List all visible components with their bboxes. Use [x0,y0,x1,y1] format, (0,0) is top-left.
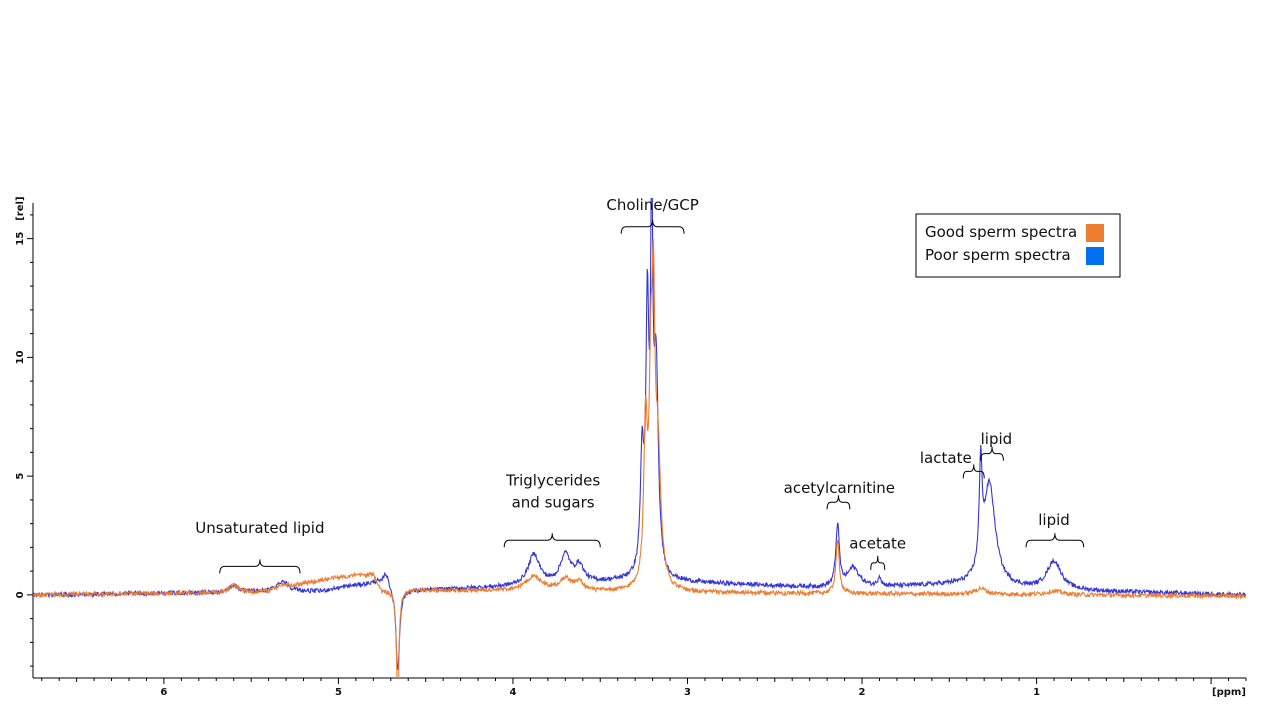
y-tick-label: 5 [15,473,26,480]
annotation-label: Choline/GCP [606,196,698,214]
annotation-label: acetate [849,535,906,553]
annotation-brace [826,495,851,510]
x-axis-label: [ppm] [1212,687,1246,698]
annotation-label: and sugars [512,494,595,512]
x-tick-label: 1 [1033,687,1040,698]
annotation-label: lipid [1038,511,1070,529]
annotation-label: lactate [920,449,972,467]
annotation-brace [870,555,886,570]
annotation-label: acetylcarnitine [784,479,895,497]
y-axis-label: [rel] [15,196,26,220]
x-tick-label: 4 [509,687,516,698]
x-tick-label: 2 [859,687,866,698]
annotation-label: lipid [981,430,1013,448]
annotations: Unsaturated lipid Triglycerides and sugars… [195,196,1085,574]
legend-label-poor: Poor sperm spectra [925,246,1071,264]
annotation-brace [1025,533,1085,548]
annotation-brace [980,446,1004,461]
y-tick-label: 10 [15,350,26,364]
y-tick-label: 0 [15,591,26,598]
x-tick-label: 6 [160,687,167,698]
annotation-label: Triglycerides [505,472,600,490]
x-tick-label: 3 [684,687,691,698]
series-layer [33,198,1246,678]
annotation-brace [219,559,301,574]
annotation-label: Unsaturated lipid [195,519,324,537]
x-tick-label: 5 [335,687,342,698]
axes: 0 5 10 15 [rel] 6 5 4 3 2 1 [ppm] [15,196,1247,698]
legend-swatch-good [1086,224,1104,242]
y-tick-label: 15 [15,232,26,246]
legend-swatch-poor [1086,247,1104,265]
annotation-brace [962,464,985,479]
legend-label-good: Good sperm spectra [925,223,1077,241]
series-poor-sperm-line [33,198,1246,671]
series-good-sperm-line [33,238,1246,678]
annotation-brace [620,219,685,234]
annotation-brace [503,533,601,548]
legend: Good sperm spectra Poor sperm spectra [915,213,1121,278]
